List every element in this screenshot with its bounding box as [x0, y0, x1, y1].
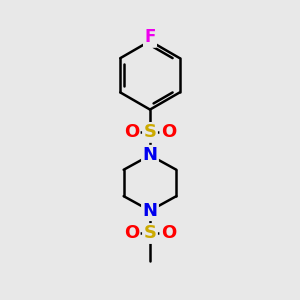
Text: S: S	[143, 224, 157, 242]
Text: O: O	[124, 123, 139, 141]
Text: O: O	[161, 123, 176, 141]
Text: O: O	[161, 224, 176, 242]
Text: F: F	[144, 28, 156, 46]
Text: N: N	[142, 202, 158, 220]
Text: N: N	[142, 146, 158, 164]
Text: O: O	[124, 224, 139, 242]
Text: S: S	[143, 123, 157, 141]
